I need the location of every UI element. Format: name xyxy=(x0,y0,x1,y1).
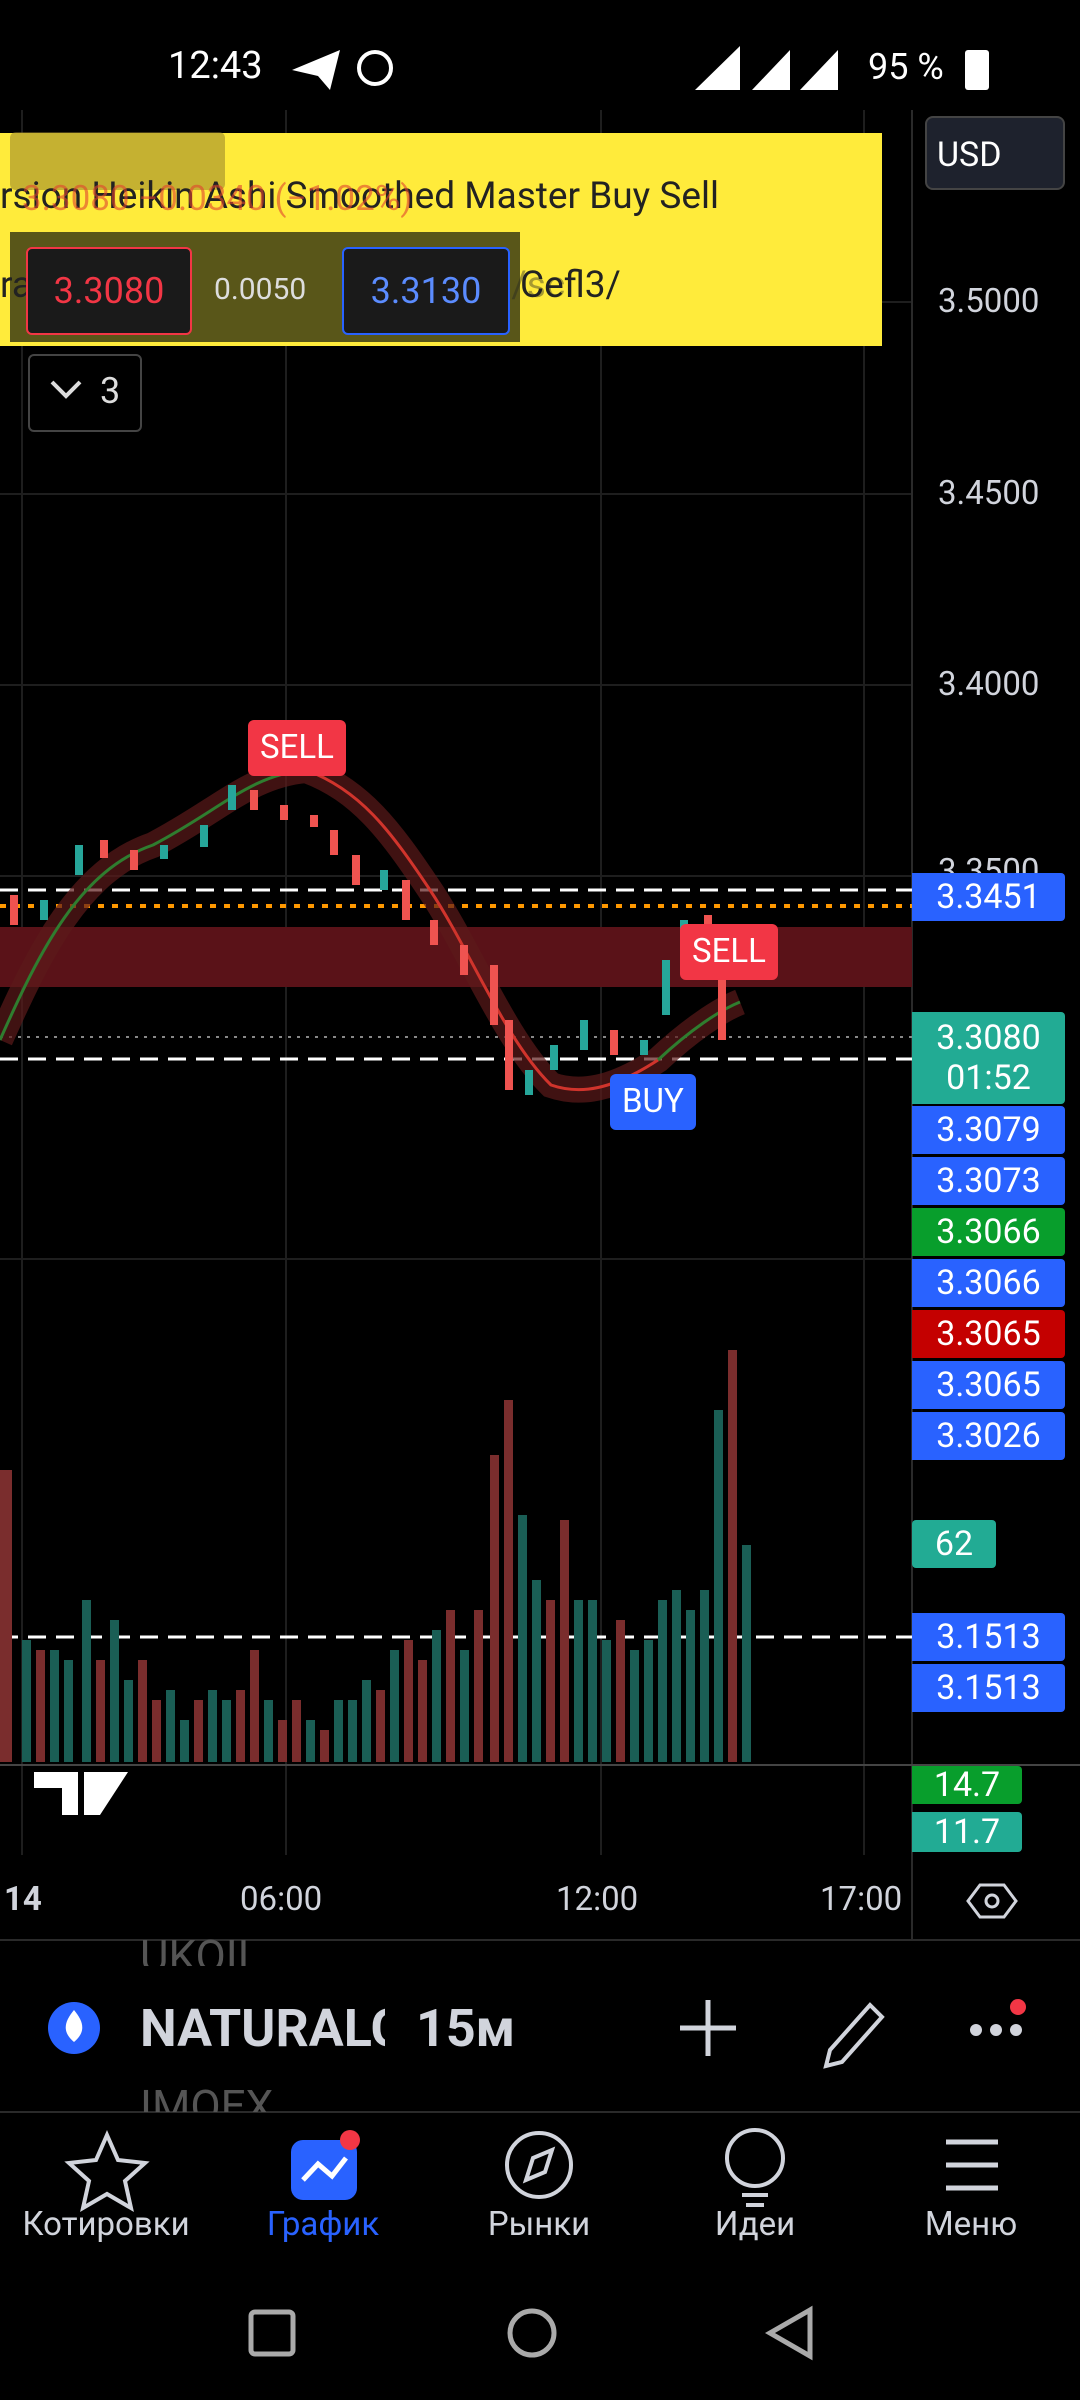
nav-icon[interactable] xyxy=(505,2131,573,2199)
status-time: 12:43 xyxy=(168,44,263,88)
last-price: 3.3080 xyxy=(936,1018,1041,1058)
price-tick: 3.4500 xyxy=(938,474,1040,513)
draw-button[interactable] xyxy=(823,2002,885,2069)
header-quote: 3.3080 −0.0340 (−1.02%) xyxy=(22,178,413,219)
interval[interactable]: 15м xyxy=(416,1998,516,2059)
lower-label: 14.7 xyxy=(912,1766,1022,1804)
price-label: 3.3073 xyxy=(912,1157,1065,1205)
recents-button[interactable] xyxy=(248,2309,296,2357)
indicator-title: rsion Heikin Ashi Smoothed Master Buy Se… xyxy=(0,175,719,218)
volume-label: 3.1513 xyxy=(912,1613,1065,1661)
home-button[interactable] xyxy=(507,2308,557,2358)
volume-label: 3.1513 xyxy=(912,1664,1065,1712)
wifi-icon xyxy=(695,46,740,90)
time-tick: 17:00 xyxy=(820,1880,903,1919)
telegram-icon xyxy=(292,50,340,90)
nav-label[interactable]: Меню xyxy=(924,2205,1018,2244)
time-tick: 06:00 xyxy=(240,1880,323,1919)
nav-icon[interactable] xyxy=(946,2139,998,2191)
chevron xyxy=(50,380,82,399)
collapse-button[interactable] xyxy=(28,354,142,432)
nav-icon[interactable] xyxy=(725,2128,785,2188)
lower-label: 11.7 xyxy=(912,1812,1022,1852)
price-label: 3.3066 xyxy=(912,1259,1065,1307)
nav-icon[interactable] xyxy=(64,2130,150,2213)
battery-icon xyxy=(965,50,989,90)
signal-icon xyxy=(752,50,790,90)
indicator-line xyxy=(0,768,307,1041)
buy-button[interactable]: 3.3130 xyxy=(342,247,510,335)
price-label: 3.3065 xyxy=(912,1310,1065,1358)
add-button[interactable] xyxy=(680,2000,736,2056)
sell-button[interactable]: 3.3080 xyxy=(26,247,192,335)
status-battery: 95 % xyxy=(868,46,944,88)
volume-bars xyxy=(0,1350,751,1762)
price-label: 3.3066 xyxy=(912,1208,1065,1256)
back-button[interactable] xyxy=(764,2305,813,2361)
last-price-label: 3.3080 01:52 xyxy=(912,1012,1065,1104)
indicator-line xyxy=(656,1000,741,1062)
more-button[interactable] xyxy=(970,2024,1022,2036)
nav-label[interactable]: Рынки xyxy=(487,2205,591,2244)
price-tick: 3.5000 xyxy=(938,282,1040,321)
time-tick: 12:00 xyxy=(556,1880,639,1919)
time-tick: 14 xyxy=(4,1880,42,1919)
settings-icon-center xyxy=(984,1893,1000,1909)
price-label: 3.3026 xyxy=(912,1412,1065,1460)
sell-signal: SELL xyxy=(248,720,346,776)
settings-icon[interactable] xyxy=(966,1883,1018,1919)
symbol-status xyxy=(10,132,225,190)
previous-symbol[interactable]: UKOIL xyxy=(140,1930,262,1966)
price-label: 3.3451 xyxy=(912,873,1065,921)
next-symbol[interactable]: IMOEX xyxy=(140,2080,274,2112)
nav-label[interactable]: Идеи xyxy=(714,2205,796,2244)
spread: 0.0050 xyxy=(214,272,307,307)
notification-dot xyxy=(340,2130,360,2150)
settings-icon xyxy=(357,50,393,86)
price-label: 3.3065 xyxy=(912,1361,1065,1409)
flame xyxy=(65,2010,83,2042)
price-tick: 3.4000 xyxy=(938,665,1040,704)
buy-signal: BUY xyxy=(610,1074,696,1130)
indicator-link: Cefl3/ xyxy=(520,264,621,307)
signal-icon xyxy=(800,50,838,90)
countdown: 01:52 xyxy=(946,1058,1031,1098)
collapse-count: 3 xyxy=(100,370,121,412)
nav-label[interactable]: График xyxy=(266,2205,380,2244)
price-label: 3.3079 xyxy=(912,1106,1065,1154)
tradingview-logo xyxy=(34,1772,128,1815)
sell-signal: SELL xyxy=(680,924,778,980)
symbol[interactable]: NATURALG xyxy=(140,1998,385,2059)
currency-button[interactable]: USD xyxy=(925,116,1065,190)
oscillator-label: 62 xyxy=(912,1520,996,1568)
nav-label[interactable]: Котировки xyxy=(22,2205,190,2244)
bulb-base xyxy=(742,2193,768,2207)
compass-needle xyxy=(522,2146,556,2184)
indicator-line xyxy=(305,768,659,1092)
chart-glyph xyxy=(301,2156,348,2182)
notification-dot xyxy=(1010,1999,1026,2015)
